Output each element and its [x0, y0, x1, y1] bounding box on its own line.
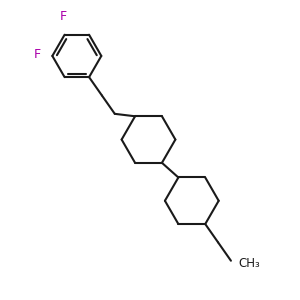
- Text: CH₃: CH₃: [238, 256, 260, 270]
- Text: F: F: [34, 48, 41, 61]
- Text: F: F: [59, 11, 67, 23]
